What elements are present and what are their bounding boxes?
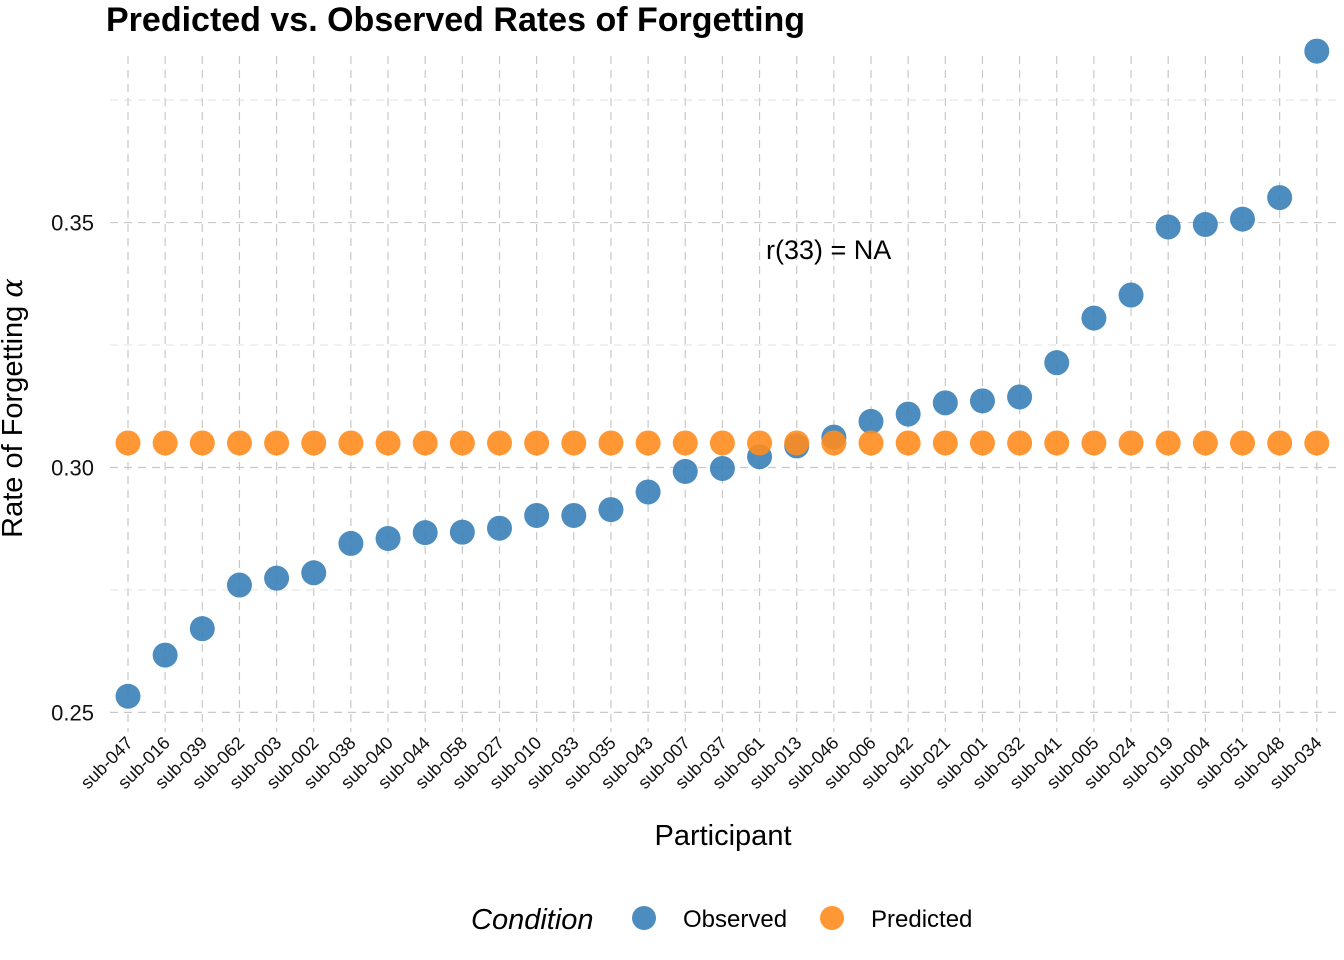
x-axis-title: Participant <box>654 820 791 852</box>
predicted-point <box>858 430 884 456</box>
predicted-point <box>412 430 438 456</box>
observed-point <box>635 479 661 505</box>
legend: Condition Observed Predicted <box>471 904 972 936</box>
observed-point <box>858 408 884 434</box>
legend-predicted-swatch <box>820 906 844 930</box>
predicted-point <box>115 430 141 456</box>
observed-point <box>264 565 290 591</box>
predicted-point <box>635 430 661 456</box>
predicted-point <box>264 430 290 456</box>
observed-point <box>1230 206 1255 232</box>
predicted-point <box>375 430 401 456</box>
predicted-point <box>672 430 698 456</box>
predicted-point <box>449 430 475 456</box>
predicted-point <box>1044 430 1070 456</box>
predicted-point <box>1155 430 1181 456</box>
observed-point <box>412 520 438 546</box>
observed-point <box>1118 282 1144 308</box>
predicted-point <box>487 430 512 456</box>
predicted-point <box>747 430 773 456</box>
observed-point <box>598 497 624 523</box>
y-axis-title-symbol: α <box>0 278 29 298</box>
predicted-series <box>115 430 1330 456</box>
observed-point <box>709 455 735 481</box>
observed-point <box>152 642 178 668</box>
observed-point <box>1007 384 1033 410</box>
predicted-point <box>1081 430 1107 456</box>
observed-point <box>1081 305 1107 331</box>
predicted-point <box>895 430 921 456</box>
correlation-annotation: r(33) = NA <box>766 235 891 265</box>
y-axis-title-text: Rate of Forgetting <box>0 306 29 538</box>
predicted-point <box>598 430 624 456</box>
observed-point <box>1304 38 1330 64</box>
observed-point <box>524 502 550 528</box>
chart-title: Predicted vs. Observed Rates of Forgetti… <box>106 1 805 39</box>
observed-point <box>1044 350 1070 376</box>
observed-point <box>449 519 475 545</box>
predicted-point <box>932 430 958 456</box>
y-axis-title: Rate of Forgetting α <box>0 278 29 538</box>
predicted-point <box>152 430 178 456</box>
observed-point <box>301 560 327 586</box>
observed-point <box>1192 212 1218 238</box>
observed-series <box>115 38 1330 709</box>
observed-point <box>375 526 401 552</box>
predicted-point <box>969 430 995 456</box>
observed-point <box>1155 214 1181 240</box>
predicted-point <box>784 430 810 456</box>
observed-point <box>189 616 215 642</box>
observed-point <box>338 530 364 556</box>
y-tick-label: 0.35 <box>51 211 94 236</box>
observed-point <box>487 515 512 541</box>
observed-point <box>561 502 587 528</box>
predicted-point <box>1192 430 1218 456</box>
grid-lines <box>110 56 1336 732</box>
predicted-point <box>1230 430 1255 456</box>
predicted-point <box>1007 430 1033 456</box>
observed-point <box>226 572 252 598</box>
observed-point <box>672 458 698 484</box>
legend-observed-label: Observed <box>683 906 787 933</box>
predicted-point <box>1304 430 1330 456</box>
y-tick-label: 0.30 <box>51 455 94 480</box>
observed-point <box>115 683 141 709</box>
predicted-point <box>709 430 735 456</box>
predicted-point <box>561 430 587 456</box>
predicted-point <box>338 430 364 456</box>
observed-point <box>932 390 958 416</box>
legend-title: Condition <box>471 904 594 936</box>
predicted-point <box>301 430 327 456</box>
observed-point <box>895 401 921 427</box>
observed-point <box>1267 185 1293 211</box>
predicted-point <box>1118 430 1144 456</box>
x-tick-labels: sub-047sub-016sub-039sub-062sub-003sub-0… <box>77 733 1326 793</box>
predicted-point <box>524 430 550 456</box>
observed-point <box>969 388 995 414</box>
y-tick-labels: 0.25 0.30 0.35 <box>51 211 94 726</box>
predicted-point <box>189 430 215 456</box>
predicted-point <box>1267 430 1293 456</box>
predicted-point <box>226 430 252 456</box>
legend-observed-swatch <box>632 906 656 930</box>
predicted-point <box>821 430 847 456</box>
legend-predicted-label: Predicted <box>871 906 972 933</box>
y-tick-label: 0.25 <box>51 700 94 725</box>
